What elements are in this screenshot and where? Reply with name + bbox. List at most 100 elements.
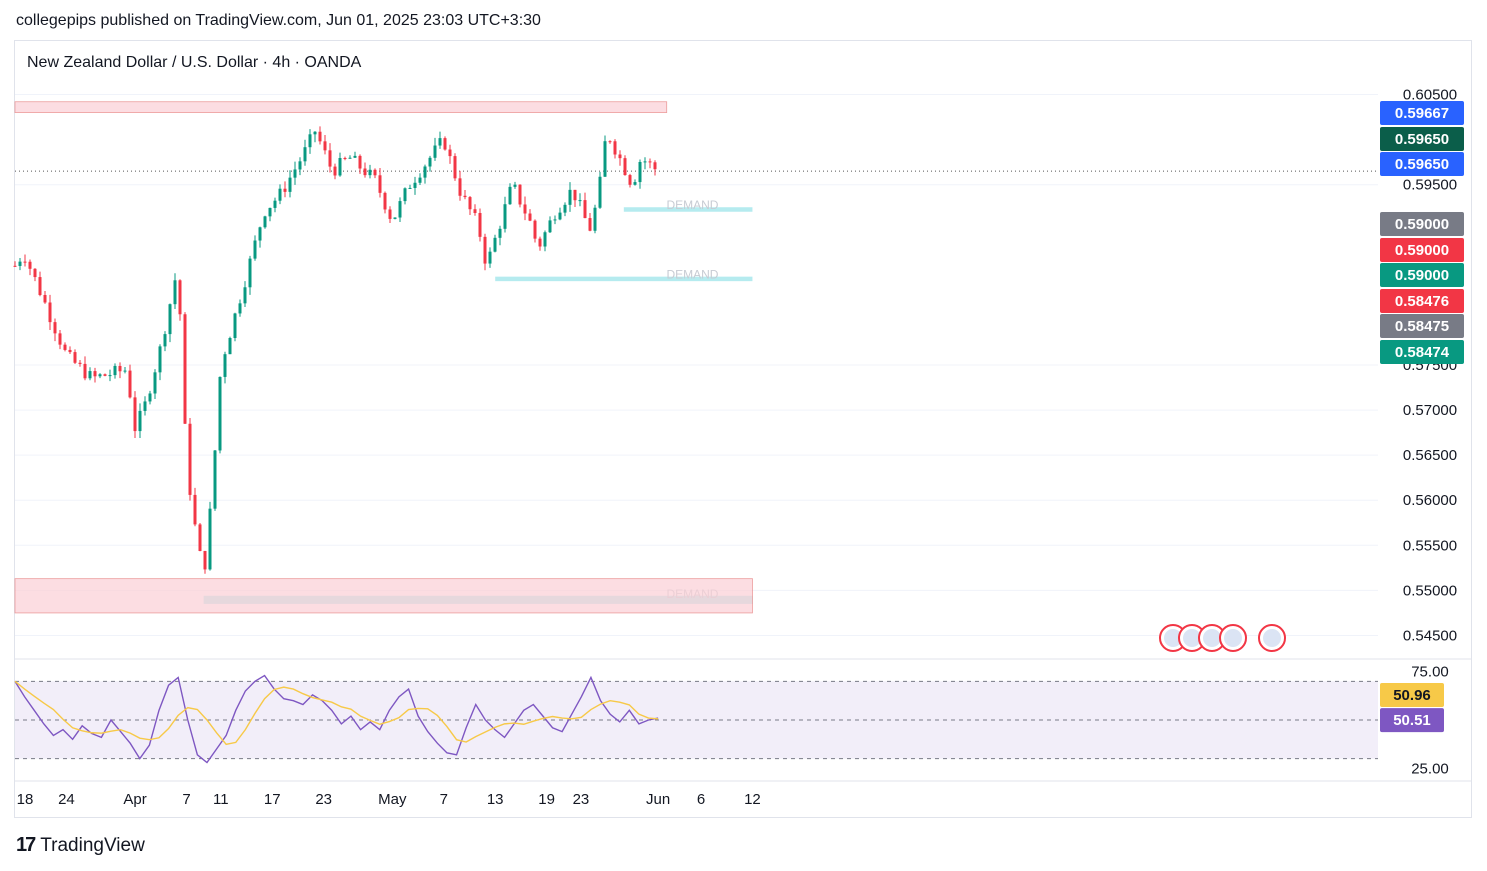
candle-body <box>213 450 217 509</box>
candle-body <box>608 141 612 143</box>
candle-body <box>103 374 107 376</box>
candle-body <box>528 213 532 221</box>
candle-body <box>133 397 137 432</box>
candle-body <box>393 217 397 219</box>
candle-body <box>78 362 82 364</box>
candle-body <box>598 176 602 208</box>
rsi-value-badge <box>1380 683 1444 708</box>
candle-body <box>178 280 182 315</box>
candle-body <box>543 232 547 247</box>
candle-body <box>148 393 152 402</box>
candle-body <box>278 188 282 201</box>
candle-body <box>623 158 627 176</box>
candle-body <box>628 175 632 185</box>
candle-body <box>378 175 382 193</box>
candle-body <box>168 304 172 335</box>
price-tick-label: 0.60500 <box>1403 87 1457 104</box>
price-badge <box>1380 263 1464 287</box>
candle-body <box>388 209 392 219</box>
demand-zone <box>495 276 753 282</box>
candle-body <box>33 268 37 278</box>
candle-body <box>268 207 272 217</box>
candle-body <box>318 131 322 142</box>
time-tick-label: 6 <box>697 791 705 808</box>
candle-body <box>218 376 222 451</box>
candle-body <box>23 261 27 263</box>
tradingview-brand: TradingView <box>40 834 145 856</box>
candle-body <box>553 219 557 221</box>
publish-line: collegepips published on TradingView.com… <box>16 12 541 29</box>
candle-body <box>353 155 357 158</box>
candle-body <box>193 494 197 525</box>
price-tick-label: 0.59500 <box>1403 177 1457 194</box>
candle-body <box>348 157 352 159</box>
price-badge-label: 0.59650 <box>1395 131 1449 148</box>
candle-body <box>603 141 607 177</box>
candle-body <box>303 147 307 162</box>
candle-body <box>398 201 402 218</box>
candle-body <box>258 227 262 241</box>
demand-zone <box>623 207 753 212</box>
candle-body <box>568 189 572 205</box>
candle-body <box>593 207 597 231</box>
candle-body <box>313 131 317 135</box>
candle-body <box>483 236 487 264</box>
candle-body <box>198 524 202 551</box>
candle-body <box>458 178 462 196</box>
candle-body <box>13 265 17 267</box>
us-flag-event-icon-fill <box>1224 629 1242 647</box>
candle-body <box>513 184 517 187</box>
symbol-title[interactable]: New Zealand Dollar / U.S. Dollar · 4h · … <box>27 54 362 71</box>
candle-body <box>508 186 512 205</box>
price-badge-label: 0.58474 <box>1395 344 1450 361</box>
candle-body <box>108 375 112 377</box>
candle-body <box>413 182 417 188</box>
candle-body <box>328 150 332 167</box>
candle-body <box>558 212 562 220</box>
candle-body <box>518 184 522 205</box>
candle-body <box>173 280 177 305</box>
tradingview-mark-icon: 17 <box>16 834 36 856</box>
candle-body <box>93 371 97 377</box>
candle-body <box>403 188 407 202</box>
time-tick-label: 23 <box>315 791 332 808</box>
time-tick-label: 17 <box>264 791 281 808</box>
candle-body <box>128 370 132 398</box>
price-tick-label: 0.54500 <box>1403 627 1457 644</box>
candle-body <box>488 251 492 264</box>
candle-body <box>453 156 457 179</box>
tradingview-logo[interactable]: 17 TradingView <box>16 834 145 857</box>
time-tick-label: 13 <box>487 791 504 808</box>
price-badge <box>1380 238 1464 262</box>
candle-body <box>643 161 647 163</box>
candle-body <box>288 177 292 192</box>
candle-body <box>428 157 432 167</box>
candle-body <box>243 287 247 304</box>
candle-body <box>343 158 347 160</box>
time-tick-label: 23 <box>573 791 590 808</box>
candle-body <box>28 261 32 269</box>
candle-body <box>573 189 577 201</box>
candle-body <box>123 370 127 372</box>
candle-body <box>448 149 452 157</box>
candle-body <box>373 169 377 176</box>
price-badge-label: 0.59650 <box>1395 156 1449 173</box>
candle-body <box>478 212 482 237</box>
time-tick-label: 18 <box>17 791 34 808</box>
us-flag-event-icon-fill <box>1203 629 1221 647</box>
candle-body <box>533 220 537 239</box>
time-tick-label: 7 <box>182 791 190 808</box>
time-tick-label: 11 <box>213 791 229 808</box>
grid <box>15 94 1472 782</box>
rsi-ma-line <box>14 680 659 746</box>
candles-layer <box>13 126 657 574</box>
candle-body <box>438 138 442 146</box>
candle-body <box>228 337 232 355</box>
price-tick-label: 0.55500 <box>1403 537 1457 554</box>
time-tick-label: 7 <box>440 791 448 808</box>
candle-body <box>383 192 387 210</box>
candle-body <box>188 423 192 495</box>
candle-body <box>183 314 187 424</box>
us-flag-event-icon-fill <box>1164 629 1182 647</box>
